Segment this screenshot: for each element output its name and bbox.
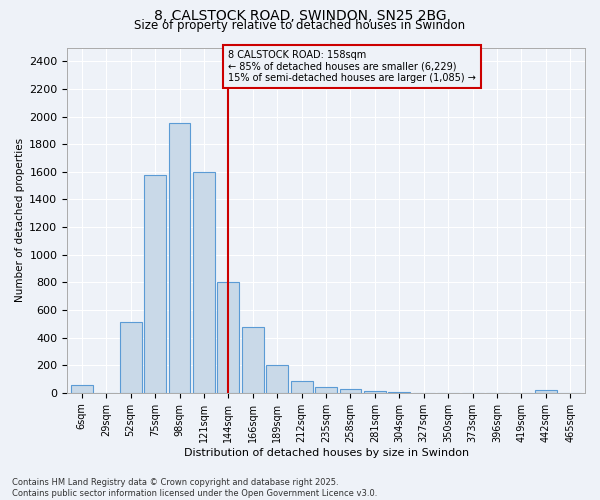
- Bar: [340, 390, 361, 393]
- X-axis label: Distribution of detached houses by size in Swindon: Distribution of detached houses by size …: [184, 448, 469, 458]
- Bar: [144, 174, 166, 393]
- Bar: [364, 391, 386, 393]
- Bar: [535, 390, 557, 393]
- Bar: [290, 381, 313, 393]
- Text: Size of property relative to detached houses in Swindon: Size of property relative to detached ho…: [134, 19, 466, 32]
- Text: 8, CALSTOCK ROAD, SWINDON, SN25 2BG: 8, CALSTOCK ROAD, SWINDON, SN25 2BG: [154, 9, 446, 23]
- Bar: [193, 172, 215, 393]
- Text: 8 CALSTOCK ROAD: 158sqm
← 85% of detached houses are smaller (6,229)
15% of semi: 8 CALSTOCK ROAD: 158sqm ← 85% of detache…: [229, 50, 476, 84]
- Bar: [242, 326, 264, 393]
- Bar: [119, 322, 142, 393]
- Bar: [217, 282, 239, 393]
- Bar: [169, 124, 190, 393]
- Bar: [71, 385, 93, 393]
- Bar: [388, 392, 410, 393]
- Text: Contains HM Land Registry data © Crown copyright and database right 2025.
Contai: Contains HM Land Registry data © Crown c…: [12, 478, 377, 498]
- Bar: [315, 388, 337, 393]
- Bar: [266, 365, 288, 393]
- Y-axis label: Number of detached properties: Number of detached properties: [15, 138, 25, 302]
